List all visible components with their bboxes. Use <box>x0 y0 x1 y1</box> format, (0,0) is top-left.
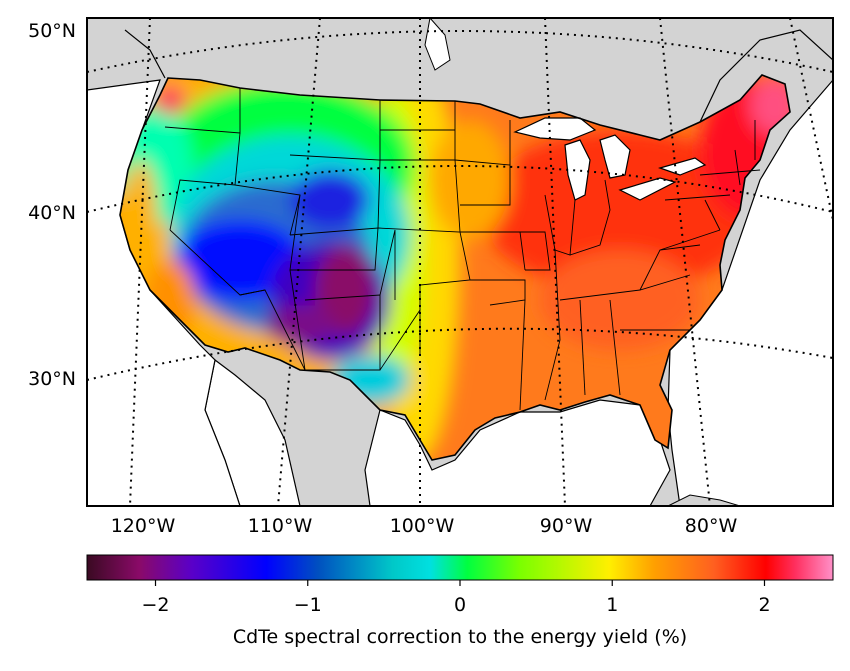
atlantic-ocean <box>667 79 833 506</box>
colorbar-tick-label: 2 <box>758 594 770 616</box>
colorbar-gradient <box>86 554 834 581</box>
great-lakes <box>513 117 707 201</box>
canada-coast <box>124 29 833 123</box>
hudson-bay <box>424 18 451 71</box>
colorbar-tick-label: −2 <box>142 594 170 616</box>
gulf-of-mexico <box>364 399 671 506</box>
map-frame <box>86 17 834 507</box>
colorbar-tick-label: −1 <box>294 594 322 616</box>
colorbar-label: CdTe spectral correction to the energy y… <box>233 626 687 648</box>
lon-label-100: 100°W <box>390 515 455 537</box>
lat-label-40: 40°N <box>28 202 76 224</box>
colorbar: −2 −1 0 1 2 CdTe spectral correction to the … <box>86 554 834 648</box>
us-outline <box>119 74 791 461</box>
lon-label-110: 110°W <box>248 515 313 537</box>
state-boundaries <box>164 88 761 411</box>
lon-label-80: 80°W <box>685 515 738 537</box>
lon-label-90: 90°W <box>540 515 593 537</box>
colorbar-tick-label: 1 <box>606 594 618 616</box>
lat-label-30: 30°N <box>28 368 76 390</box>
lon-label-120: 120°W <box>111 515 176 537</box>
longitude-labels: 120°W 110°W 100°W 90°W 80°W <box>111 515 738 537</box>
latitude-labels: 50°N 40°N 30°N <box>28 20 76 390</box>
colorbar-tick-label: 0 <box>454 594 466 616</box>
graticule <box>87 18 833 506</box>
caribbean-water <box>667 494 741 506</box>
lat-label-50: 50°N <box>28 20 76 42</box>
colorbar-ticks: −2 −1 0 1 2 <box>142 580 771 616</box>
